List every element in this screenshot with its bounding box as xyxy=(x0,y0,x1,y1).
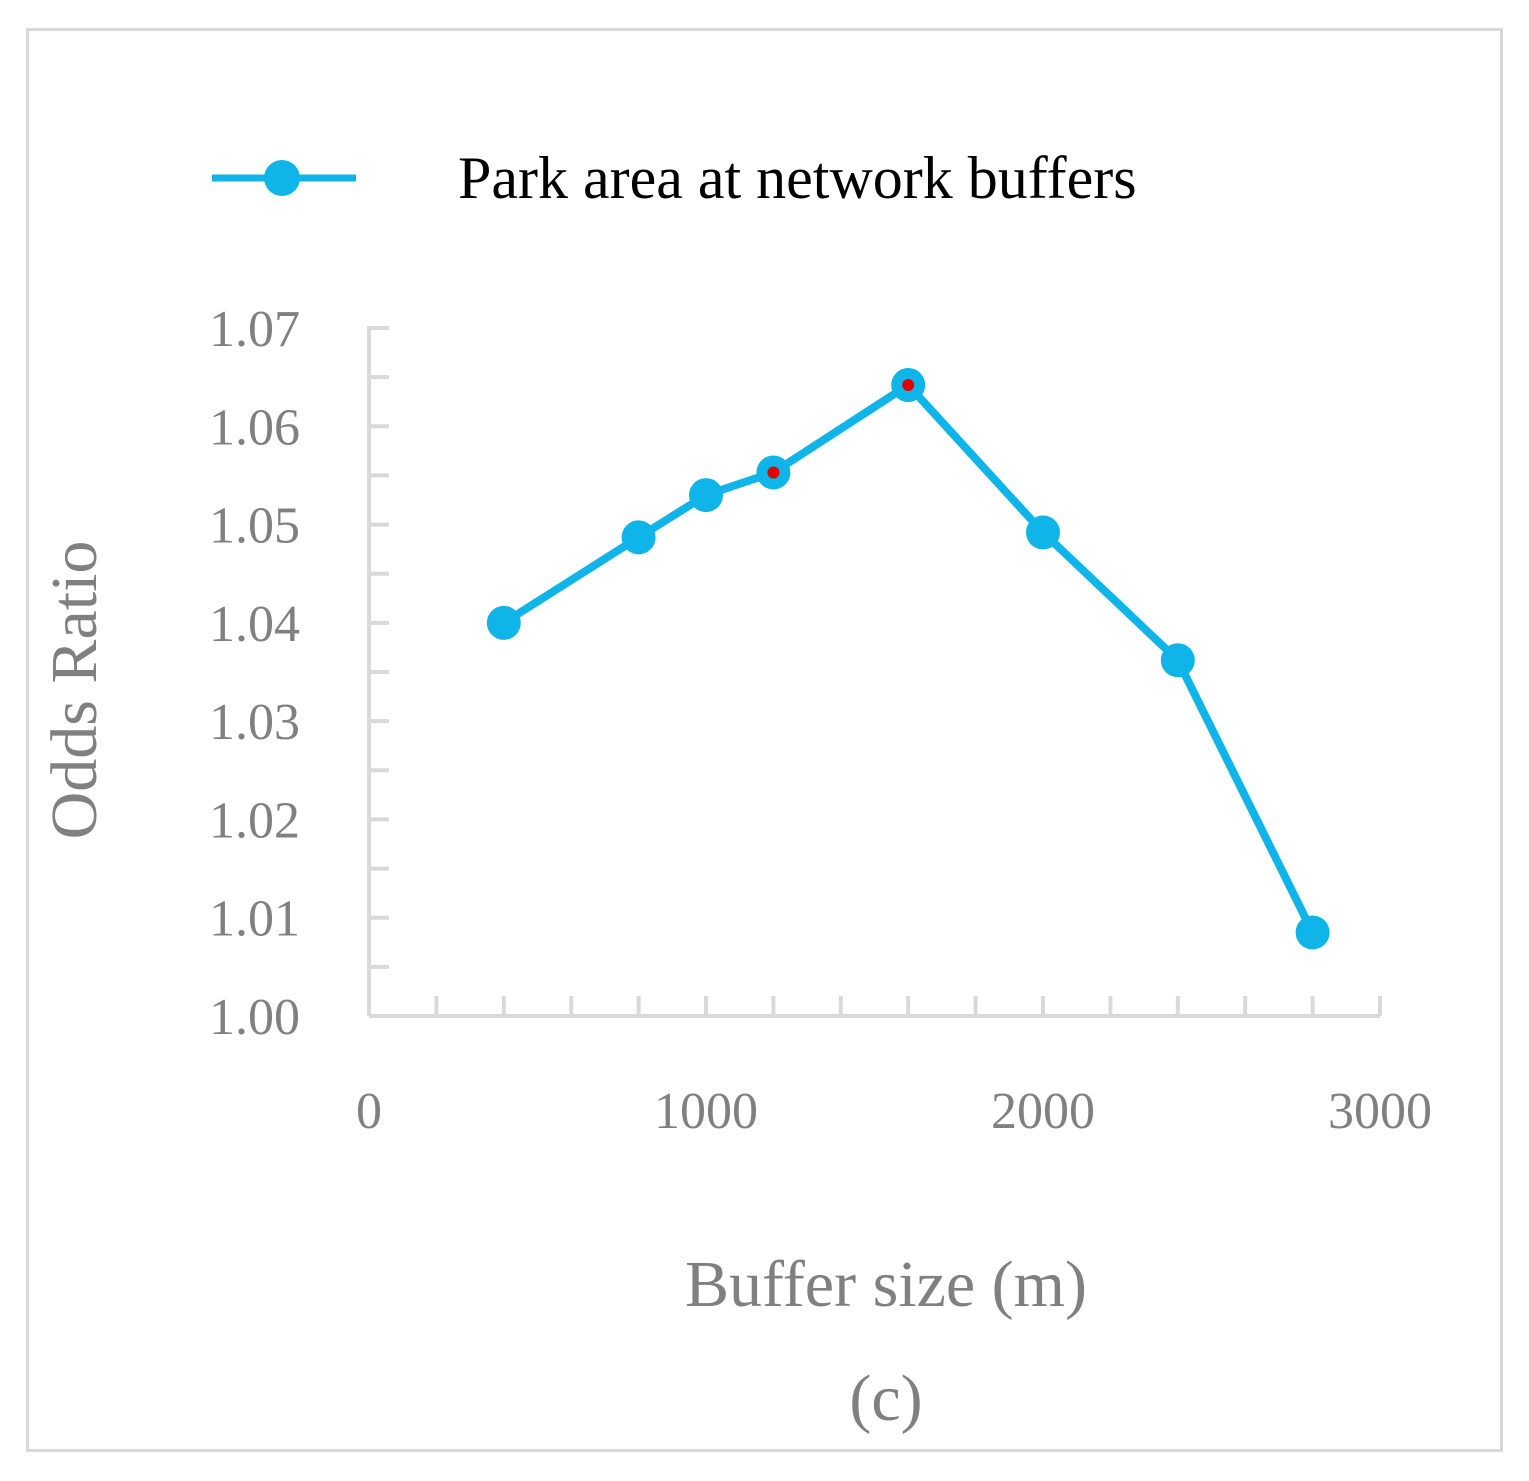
x-axis: 0 1000 2000 3000 xyxy=(356,996,1432,1140)
x-tick-label: 1000 xyxy=(654,1083,758,1140)
y-axis-title: Odds Ratio xyxy=(38,541,111,840)
figure-caption: (c) xyxy=(849,1362,922,1435)
data-point xyxy=(689,478,723,513)
data-point xyxy=(1160,643,1195,678)
series-park-area xyxy=(486,368,1330,950)
y-tick-label: 1.02 xyxy=(209,792,300,849)
y-tick-label: 1.03 xyxy=(209,694,300,751)
legend: Park area at network buffers xyxy=(212,145,1137,211)
y-axis: 1.00 1.01 1.02 1.03 1.04 1.05 1.06 1.07 xyxy=(209,301,389,1046)
data-point xyxy=(1026,515,1060,550)
y-tick-label: 1.00 xyxy=(209,989,300,1046)
legend-label: Park area at network buffers xyxy=(458,145,1137,211)
x-axis-title: Buffer size (m) xyxy=(685,1248,1087,1321)
x-tick-label: 3000 xyxy=(1328,1083,1432,1140)
y-tick-label: 1.06 xyxy=(209,399,300,456)
y-tick-label: 1.04 xyxy=(209,596,300,653)
x-tick-label: 0 xyxy=(356,1083,382,1140)
x-tick-label: 2000 xyxy=(991,1083,1095,1140)
legend-marker-swatch xyxy=(264,160,300,196)
data-point xyxy=(486,605,521,640)
significant-point-marker xyxy=(767,466,780,479)
y-tick-label: 1.07 xyxy=(209,301,300,358)
y-tick-label: 1.05 xyxy=(209,498,300,555)
y-tick-label: 1.01 xyxy=(209,891,300,948)
data-point xyxy=(1295,915,1330,950)
data-point xyxy=(621,520,656,555)
chart-frame xyxy=(26,28,1503,1452)
significant-point-marker xyxy=(902,379,915,392)
